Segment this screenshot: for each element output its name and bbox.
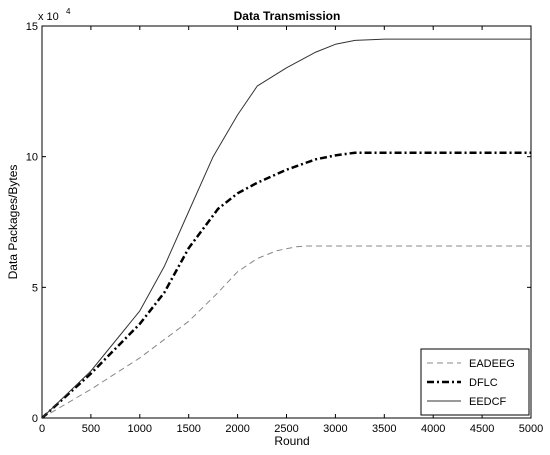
legend: EADEEG DFLC EEDCF xyxy=(420,348,530,416)
x-tick-label: 0 xyxy=(39,423,45,435)
x-tick-label: 4000 xyxy=(421,423,445,435)
x-tick-label: 3500 xyxy=(372,423,396,435)
y-axis-label: Data Packages/Bytes xyxy=(6,165,20,280)
y-tick-label: 15 xyxy=(26,21,38,33)
x-tick-label: 5000 xyxy=(519,423,543,435)
y-exponent-power: 4 xyxy=(66,7,71,16)
x-axis-label: Round xyxy=(274,434,309,448)
y-exponent-base: x 10 xyxy=(38,11,59,23)
series-line-eadeeg xyxy=(41,245,531,419)
series-line-eedcf xyxy=(41,38,531,419)
legend-label-eadeeg: EADEEG xyxy=(469,358,515,370)
y-tick-label: 5 xyxy=(32,282,38,294)
legend-label-dflc: DFLC xyxy=(469,377,498,389)
x-tick-label: 1500 xyxy=(176,423,200,435)
x-tick-label: 3000 xyxy=(323,423,347,435)
x-tick-label: 1000 xyxy=(128,423,152,435)
x-tick-label: 2000 xyxy=(225,423,249,435)
x-tick-label: 4500 xyxy=(470,423,494,435)
plot-area: 0 500 1000 1500 2000 2500 3000 3500 4000 4500 5000… xyxy=(26,21,543,435)
y-tick-label: 10 xyxy=(26,152,38,164)
x-tick-label: 500 xyxy=(82,423,100,435)
chart-title: Data Transmission xyxy=(234,9,341,23)
legend-label-eedcf: EEDCF xyxy=(469,396,507,408)
y-tick-label: 0 xyxy=(32,413,38,425)
x-tick-label: 2500 xyxy=(274,423,298,435)
